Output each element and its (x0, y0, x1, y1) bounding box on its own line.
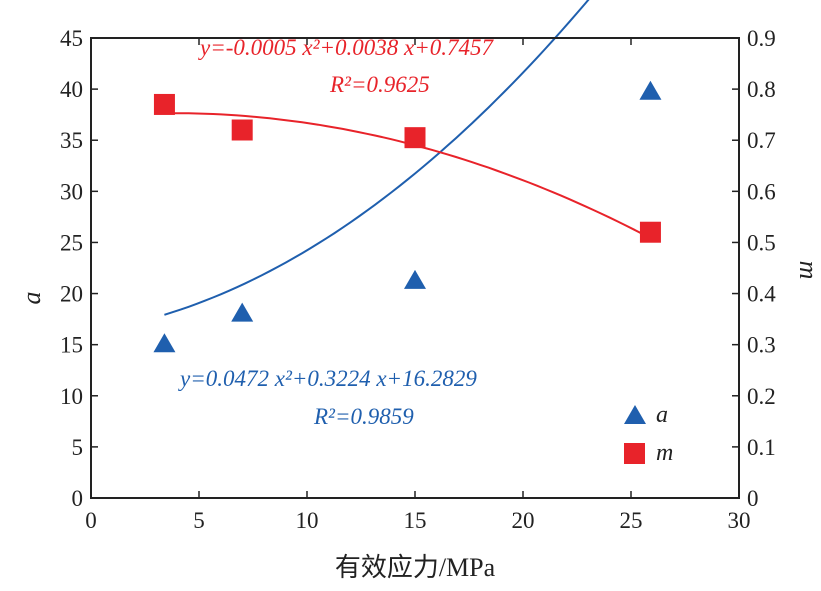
a-fit-r-squared: R²=0.9859 (313, 404, 414, 429)
right-y-tick-label: 0.9 (747, 26, 776, 51)
point-a (404, 269, 426, 289)
legend-m-label: m (656, 440, 673, 466)
right-y-tick-label: 0.2 (747, 384, 776, 409)
point-m (404, 127, 426, 149)
point-a (231, 302, 254, 322)
x-tick-label: 5 (193, 508, 205, 533)
data-points (153, 80, 662, 353)
point-m (153, 93, 175, 115)
legend: a m (624, 402, 673, 466)
right-y-tick-label: 0.5 (747, 230, 776, 255)
legend-a-label: a (656, 402, 668, 428)
left-y-tick-label: 20 (60, 282, 83, 307)
legend-m-marker (624, 443, 645, 464)
right-y-tick-label: 0.7 (747, 128, 776, 153)
m-fit-equation: y=-0.0005 x²+0.0038 x+0.7457 (198, 35, 494, 60)
x-tick-label: 20 (512, 508, 535, 533)
point-a (639, 80, 662, 100)
x-tick-label: 15 (404, 508, 427, 533)
point-m (639, 221, 661, 243)
left-y-tick-label: 10 (60, 384, 83, 409)
plot-frame (90, 37, 740, 499)
left-y-tick-label: 25 (60, 230, 83, 255)
x-tick-label: 10 (296, 508, 319, 533)
a-fit-equation: y=0.0472 x²+0.3224 x+16.2829 (178, 366, 477, 391)
left-y-tick-label: 0 (72, 486, 84, 511)
point-m (231, 119, 253, 141)
x-axis-title: 有效应力/MPa (335, 553, 496, 582)
left-y-tick-label: 40 (60, 77, 83, 102)
left-y-tick-label: 35 (60, 128, 83, 153)
left-y-axis-title: a (17, 292, 46, 305)
tick-labels: 0 5 10 15 20 25 3005101520253035404500.10.20.3… (60, 26, 776, 533)
fit-curve-a (164, 0, 590, 316)
left-y-tick-label: 15 (60, 333, 83, 358)
right-y-tick-label: 0.6 (747, 179, 776, 204)
left-y-tick-label: 5 (72, 435, 84, 460)
x-tick-label: 0 (85, 508, 97, 533)
left-y-tick-label: 45 (60, 26, 83, 51)
x-tick-label: 25 (620, 508, 643, 533)
right-y-axis-title: m (794, 261, 821, 280)
m-fit-r-squared: R²=0.9625 (329, 72, 430, 97)
right-y-tick-label: 0.3 (747, 333, 776, 358)
axis-ticks (90, 37, 740, 499)
x-tick-label: 30 (728, 508, 751, 533)
point-a (153, 333, 176, 353)
right-y-tick-label: 0.8 (747, 77, 776, 102)
right-y-tick-label: 0 (747, 486, 759, 511)
right-y-tick-label: 0.1 (747, 435, 776, 460)
legend-a-marker (624, 405, 646, 424)
right-y-tick-label: 0.4 (747, 282, 776, 307)
left-y-tick-label: 30 (60, 179, 83, 204)
